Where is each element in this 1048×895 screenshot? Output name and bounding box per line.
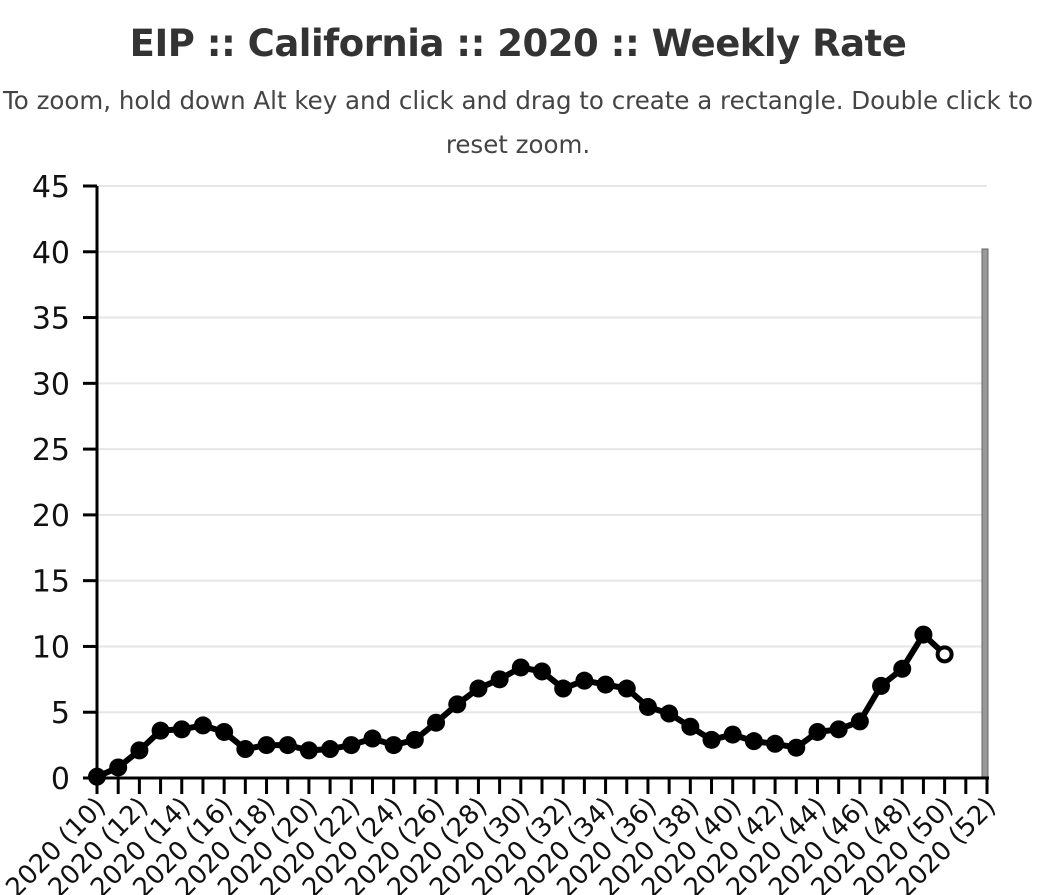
data-point bbox=[151, 721, 170, 740]
data-point bbox=[617, 679, 636, 698]
y-tick-label: 0 bbox=[51, 762, 70, 797]
data-point bbox=[850, 712, 869, 731]
y-tick-label: 40 bbox=[32, 236, 70, 271]
data-point bbox=[893, 659, 912, 678]
data-point bbox=[787, 738, 806, 757]
data-point bbox=[405, 730, 424, 749]
y-tick-label: 45 bbox=[32, 170, 70, 205]
data-point bbox=[766, 734, 785, 753]
chart-subtitle: To zoom, hold down Alt key and click and… bbox=[2, 86, 1034, 115]
data-point bbox=[384, 736, 403, 755]
data-point bbox=[257, 736, 276, 755]
data-point bbox=[723, 725, 742, 744]
y-axis: 0 5 10 15 20 25 30 35 40 45 bbox=[32, 170, 97, 797]
data-series bbox=[88, 625, 954, 786]
grid-lines bbox=[97, 185, 987, 714]
data-point bbox=[88, 767, 106, 786]
data-point bbox=[193, 716, 212, 735]
data-point bbox=[554, 679, 573, 698]
data-point bbox=[596, 675, 615, 694]
data-point bbox=[744, 732, 763, 751]
data-point bbox=[575, 671, 594, 690]
data-point bbox=[215, 722, 234, 741]
y-tick-label: 5 bbox=[51, 696, 70, 731]
chart-subtitle-line2: reset zoom. bbox=[445, 130, 591, 159]
data-point bbox=[490, 670, 509, 689]
data-point bbox=[448, 695, 467, 714]
y-tick-label: 30 bbox=[32, 367, 70, 402]
data-point bbox=[469, 679, 488, 698]
data-point bbox=[872, 676, 891, 695]
data-point bbox=[363, 729, 382, 748]
data-point bbox=[660, 704, 679, 723]
y-tick-label: 10 bbox=[32, 630, 70, 665]
data-point bbox=[109, 758, 128, 777]
data-point bbox=[511, 658, 530, 677]
data-point bbox=[172, 720, 191, 739]
data-point bbox=[681, 717, 700, 736]
y-tick-label: 25 bbox=[32, 433, 70, 468]
series-line bbox=[94, 631, 948, 780]
data-point bbox=[427, 713, 446, 732]
data-point bbox=[236, 740, 255, 759]
data-point bbox=[829, 720, 848, 739]
data-point bbox=[935, 645, 954, 664]
data-point bbox=[342, 736, 361, 755]
zoom-handle[interactable] bbox=[981, 248, 989, 779]
y-tick-label: 15 bbox=[32, 565, 70, 600]
data-point bbox=[278, 736, 297, 755]
x-axis: 2020 (10)2020 (12)2020 (14)2020 (16)2020… bbox=[0, 778, 1002, 895]
data-point bbox=[702, 730, 721, 749]
axes bbox=[95, 186, 989, 780]
chart-title: EIP :: California :: 2020 :: Weekly Rate bbox=[129, 22, 907, 65]
y-tick-label: 20 bbox=[32, 499, 70, 534]
data-point bbox=[321, 740, 340, 759]
data-point bbox=[533, 662, 551, 681]
data-point bbox=[130, 741, 149, 760]
data-point bbox=[638, 697, 657, 716]
data-point bbox=[299, 741, 318, 760]
y-tick-label: 35 bbox=[32, 302, 70, 337]
data-point bbox=[808, 722, 827, 741]
data-point bbox=[914, 625, 933, 644]
